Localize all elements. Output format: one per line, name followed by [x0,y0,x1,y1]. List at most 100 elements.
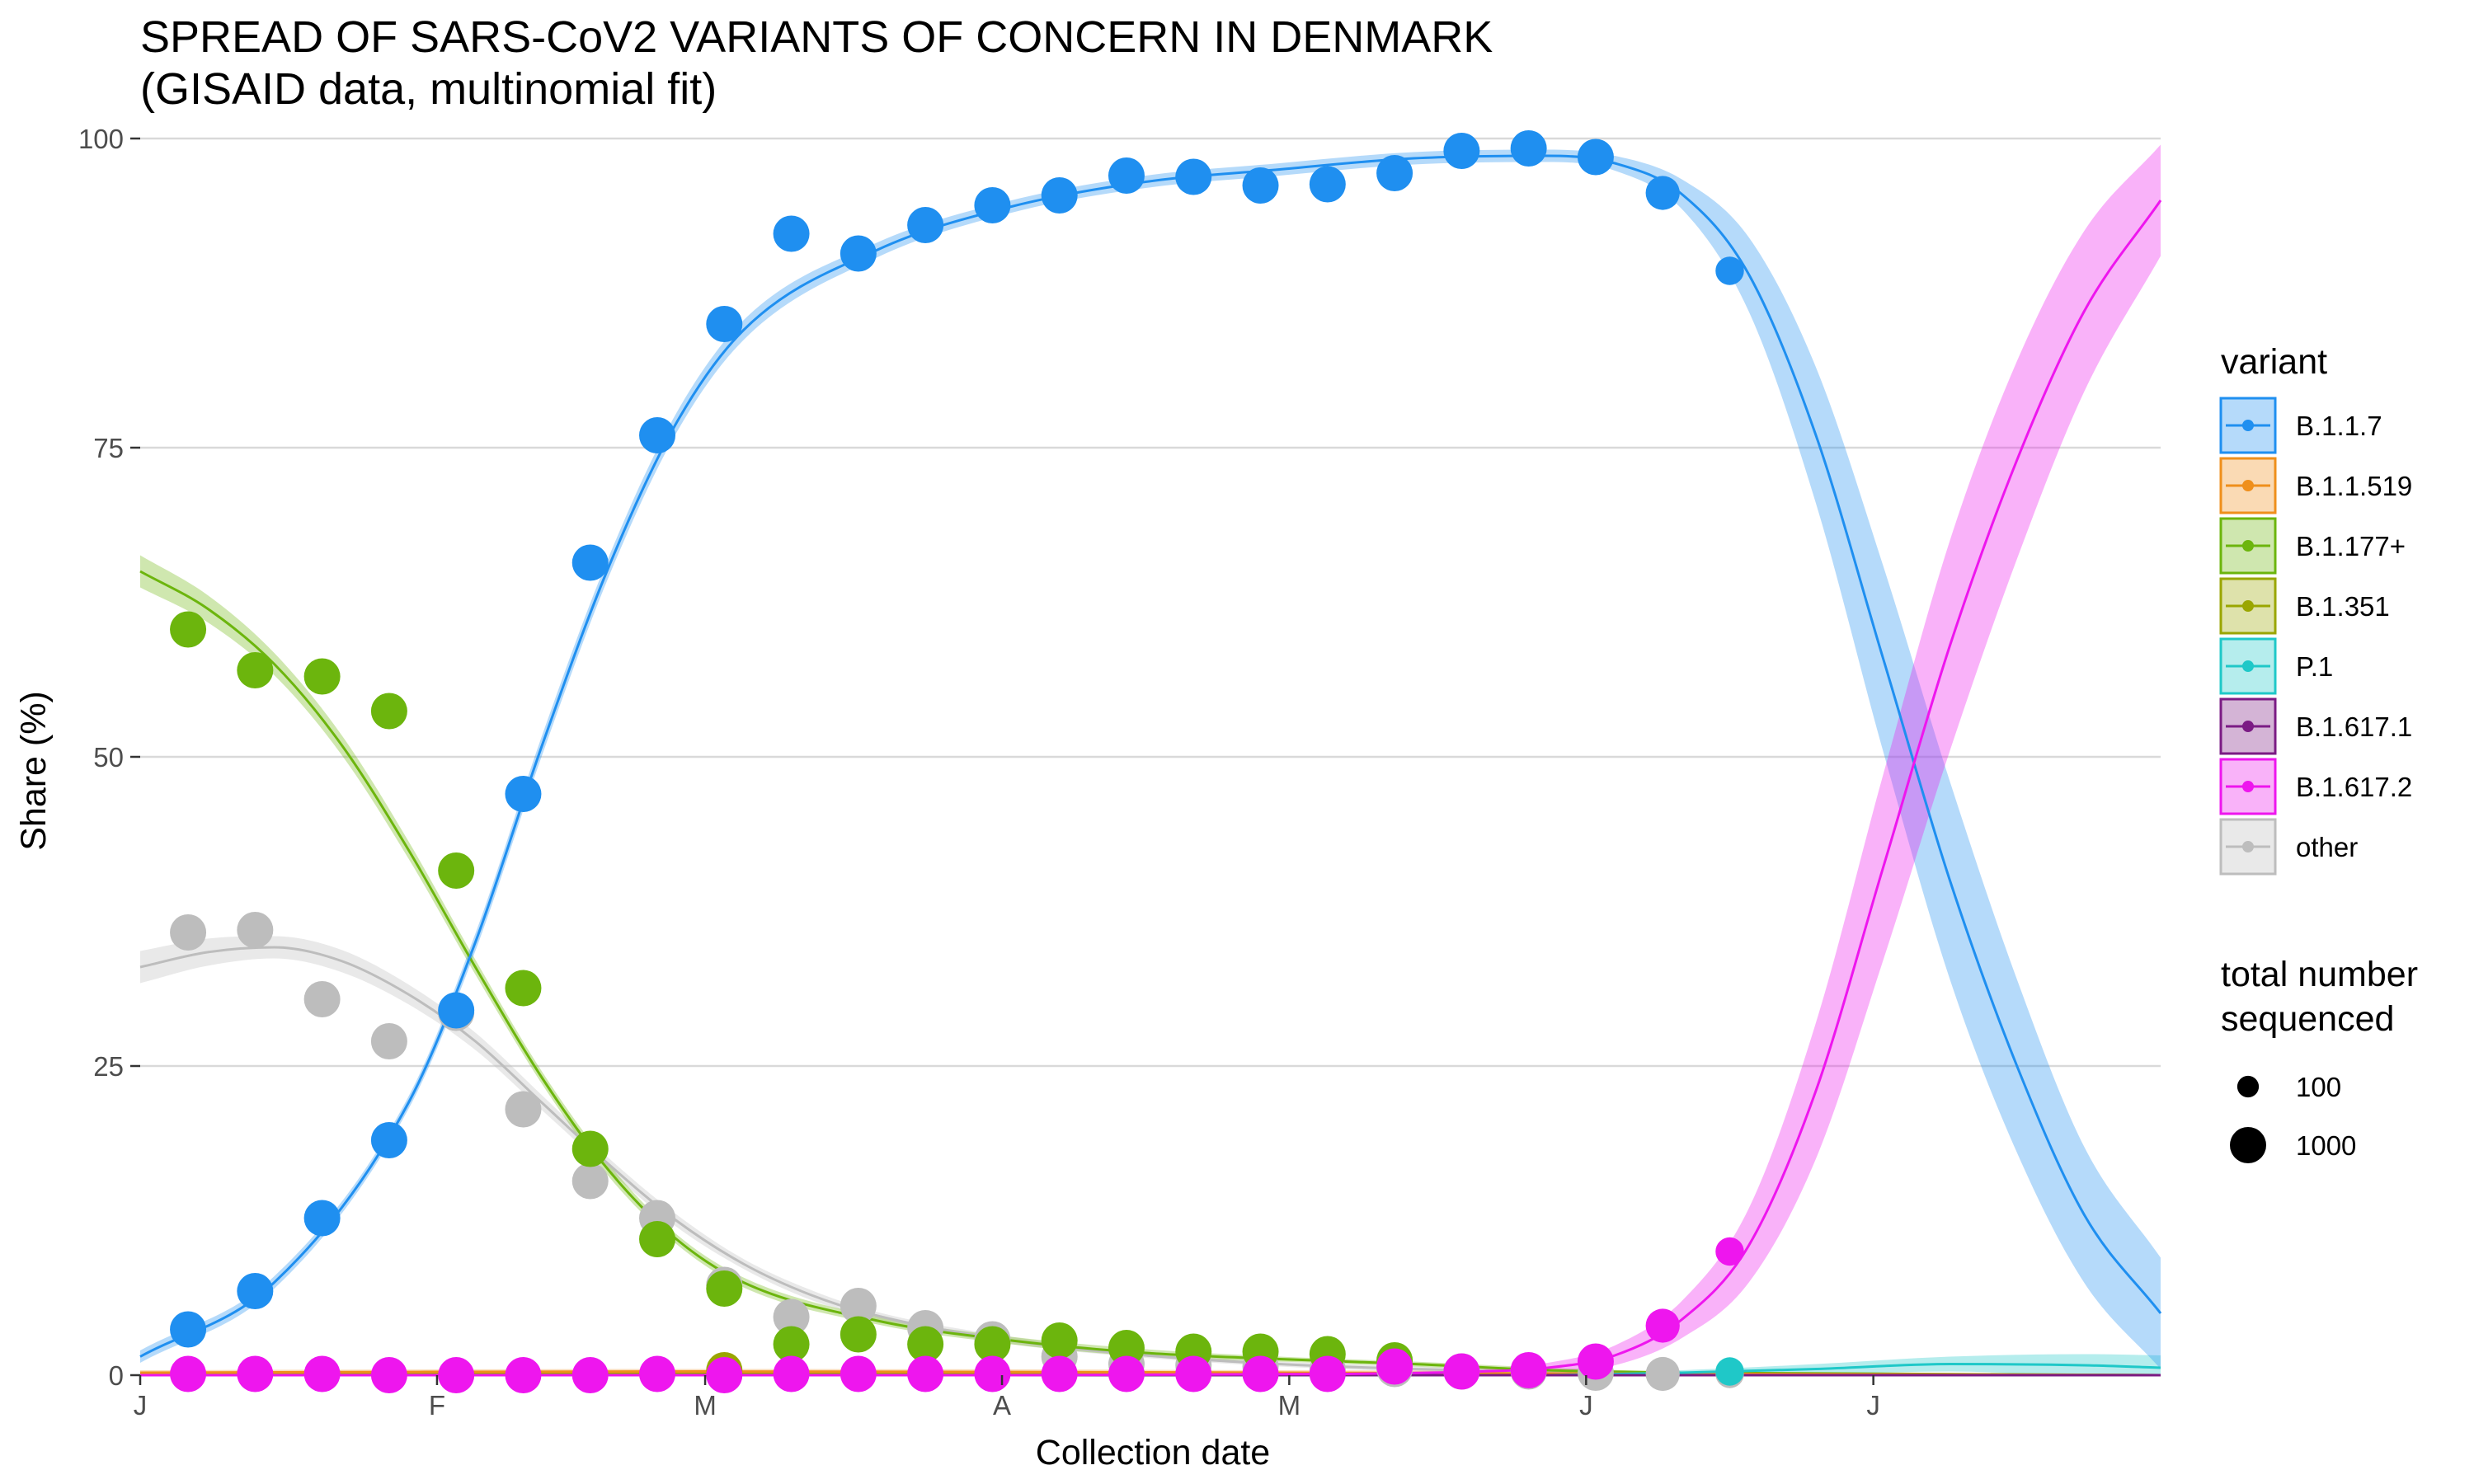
band-b-1-1-7 [140,149,2161,1369]
x-tick-label-2021-06-01: J [1579,1390,1593,1421]
x-tick-label-2021-03-01: M [694,1390,717,1421]
point-b-1-617-2-2021-03-03 [706,1357,743,1393]
point-b-1-1-7-2021-01-20 [303,1200,341,1237]
point-b-1-1-7-2021-03-17 [840,235,877,272]
y-tick-label-100: 100 [78,124,124,154]
size-legend-label-100: 100 [2296,1072,2341,1102]
point-b-1-1-7-2021-03-10 [773,215,810,252]
point-b-1-1-7-2021-04-28 [1242,167,1279,204]
point-b-1-1-7-2021-05-26 [1510,130,1547,167]
point-b-1-617-2-2021-05-26 [1510,1352,1547,1388]
x-tick-label-2021-04-01: A [993,1390,1011,1421]
point-b-1-177-2021-03-10 [773,1326,810,1363]
point-other-2021-03-10 [773,1298,810,1336]
point-b-1-1-7-2021-05-12 [1376,155,1413,191]
point-other-2021-02-10 [505,1091,542,1128]
point-b-1-177-2021-03-03 [706,1270,743,1307]
point-other-2021-01-27 [370,1023,407,1059]
legend-label-p-1: P.1 [2296,651,2333,682]
x-axis-title: Collection date [1036,1433,1270,1472]
chart-subtitle: (GISAID data, multinomial fit) [140,64,717,114]
legend-label-b-1-617-1: B.1.617.1 [2296,711,2412,742]
point-b-1-617-2-2021-06-09 [1645,1308,1680,1343]
legend-key-dot-b-1-1-519 [2242,480,2254,491]
size-legend: total number sequenced 100 1000 [2221,955,2418,1163]
size-legend-dot-100 [2236,1075,2260,1098]
x-tick-label-2021-07-01: J [1866,1390,1880,1421]
point-other-2021-01-13 [237,912,274,948]
point-b-1-617-2-2021-06-02 [1577,1343,1614,1380]
legend-key-dot-other [2242,841,2254,852]
point-b-1-177-2021-01-20 [303,658,341,695]
point-b-1-617-2-2021-05-05 [1309,1355,1346,1392]
legend-key-dot-b-1-617-1 [2242,721,2254,732]
point-b-1-617-2-2021-04-21 [1175,1355,1212,1392]
legend-title: variant [2221,342,2327,382]
y-tick-label-0: 0 [109,1360,124,1391]
point-b-1-1-7-2021-02-03 [438,992,475,1029]
legend-item-b-1-617-2: B.1.617.2 [2219,758,2412,815]
point-b-1-177-2021-03-17 [840,1316,877,1353]
point-b-1-617-2-2021-02-24 [639,1355,676,1392]
fit-line-b-1-177 [139,570,2161,1377]
point-b-1-617-2-2021-03-10 [773,1355,810,1392]
x-tick-label-2021-05-01: M [1278,1390,1301,1421]
point-b-1-617-2-2021-03-17 [840,1355,877,1392]
band-b-1-617-2 [140,144,2161,1375]
point-b-1-1-7-2021-03-03 [706,306,743,342]
point-other-2021-01-20 [303,981,341,1017]
legend-label-b-1-351: B.1.351 [2296,591,2390,622]
point-other-2021-03-17 [840,1288,877,1324]
chart-title: SPREAD OF SARS-CoV2 VARIANTS OF CONCERN … [140,12,1493,62]
y-tick-label-50: 50 [93,742,124,773]
point-b-1-617-2-2021-03-24 [907,1355,944,1392]
point-b-1-1-7-2021-04-21 [1175,158,1212,195]
legend-key-dot-p-1 [2242,660,2254,672]
size-legend-dot-1000 [2230,1127,2266,1163]
point-b-1-617-2-2021-01-06 [170,1355,207,1392]
point-b-1-1-7-2021-04-07 [1041,177,1078,214]
point-b-1-617-2-2021-02-17 [571,1357,609,1393]
point-b-1-617-2-2021-04-07 [1041,1355,1078,1392]
variant-legend: variant B.1.1.7 B.1.1.519 B.1.177+ B.1.351 P… [2219,342,2412,876]
x-tick-label-2021-01-01: J [134,1390,148,1421]
point-b-1-617-2-2021-04-14 [1108,1355,1145,1392]
point-b-1-1-7-2021-02-24 [639,417,676,453]
point-b-1-617-2-2021-05-12 [1376,1348,1413,1385]
point-b-1-1-7-2021-02-10 [505,776,542,812]
point-b-1-1-7-2021-01-27 [370,1122,407,1158]
point-b-1-177-2021-03-24 [907,1326,944,1363]
legend-label-b-1-1-7: B.1.1.7 [2296,411,2382,441]
size-legend-label-1000: 1000 [2296,1130,2356,1161]
point-b-1-177-2021-02-24 [639,1221,676,1257]
point-b-1-177-2021-03-31 [974,1326,1011,1363]
point-other-2021-01-06 [170,914,207,951]
point-b-1-1-7-2021-06-09 [1645,176,1680,210]
point-b-1-177-2021-04-14 [1108,1330,1145,1366]
confidence-bands [140,144,2161,1375]
point-b-1-1-7-2021-05-19 [1443,133,1480,169]
point-b-1-617-2-2021-03-31 [974,1355,1011,1392]
point-p-1-2021-06-16 [1715,1357,1744,1386]
point-b-1-617-2-2021-04-28 [1242,1355,1279,1392]
point-other-2021-02-17 [571,1162,609,1200]
point-b-1-177-2021-01-13 [237,652,274,688]
fit-lines [139,154,2162,1377]
y-tick-label-25: 25 [93,1051,124,1082]
point-b-1-1-7-2021-05-05 [1309,166,1346,203]
point-b-1-1-7-2021-03-31 [974,187,1011,223]
legend-item-b-1-1-519: B.1.1.519 [2219,457,2412,514]
observed-points [170,130,1744,1393]
gridlines [140,137,2161,1377]
point-b-1-1-7-2021-02-17 [571,544,609,581]
fit-line-b-1-617-2 [139,200,2162,1377]
point-b-1-1-7-2021-04-14 [1108,157,1145,194]
size-legend-title-line2: sequenced [2221,999,2394,1039]
band-p-1 [1547,1354,2161,1375]
x-tick-label-2021-02-01: F [429,1390,445,1421]
point-b-1-177-2021-04-07 [1041,1322,1078,1359]
legend-item-b-1-617-1: B.1.617.1 [2219,697,2412,755]
point-b-1-1-7-2021-03-24 [907,207,944,243]
point-b-1-1-7-2021-01-13 [237,1273,274,1309]
